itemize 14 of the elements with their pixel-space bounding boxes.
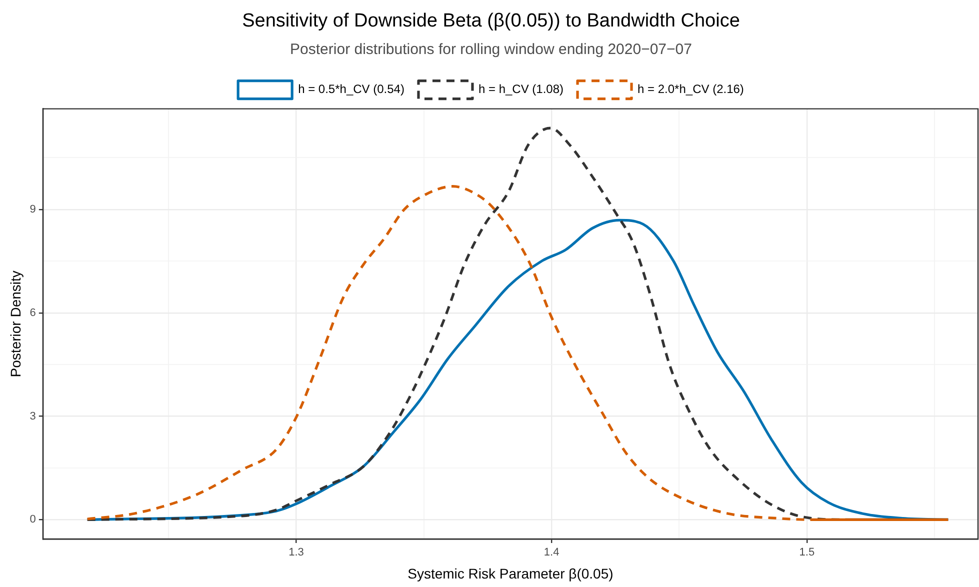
legend-label: h = 2.0*h_CV (2.16) [638,82,744,96]
y-tick-label: 9 [30,203,36,216]
x-tick-label: 1.4 [544,546,560,559]
legend-label: h = h_CV (1.08) [478,82,564,96]
legend-label: h = 0.5*h_CV (0.54) [298,82,404,96]
x-tick-label: 1.3 [288,546,304,559]
chart-title: Sensitivity of Downside Beta (β(0.05)) to Bandwidth Choice [242,10,740,32]
y-axis-title: Posterior Density [7,270,24,378]
x-tick-label: 1.5 [799,546,815,559]
y-tick-label: 3 [30,410,36,422]
y-tick-label: 6 [30,306,36,319]
x-axis-title: Systemic Risk Parameter β(0.05) [408,565,614,582]
y-tick-label: 0 [30,514,36,526]
chart-subtitle: Posterior distributions for rolling window ending 2020−07−07 [290,40,692,58]
